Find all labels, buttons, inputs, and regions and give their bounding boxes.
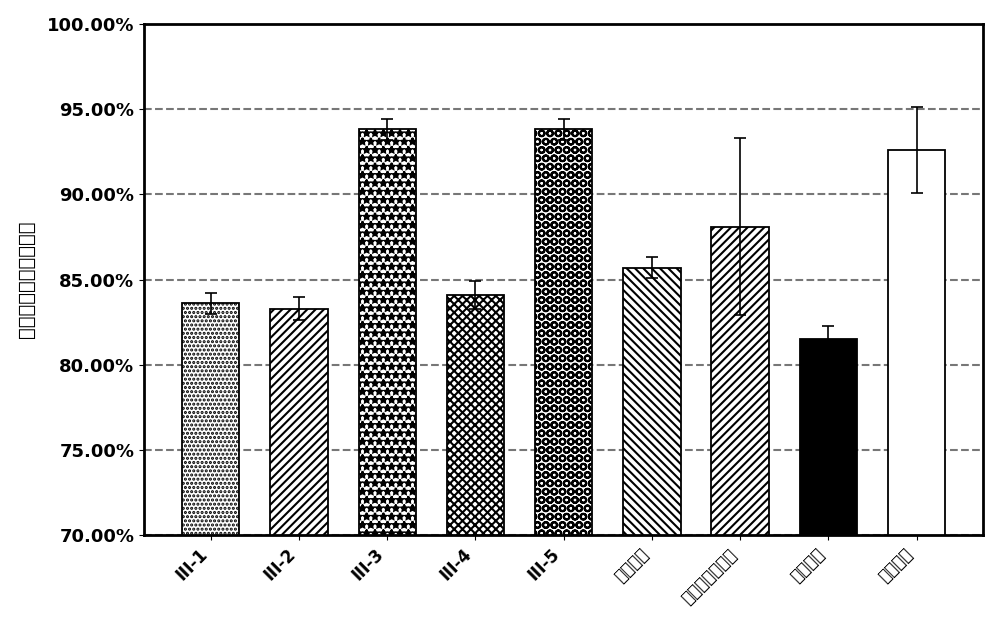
- Y-axis label: 炭末推进率（百分比）: 炭末推进率（百分比）: [17, 221, 36, 338]
- Bar: [535, 129, 592, 535]
- Bar: [270, 308, 328, 535]
- Bar: [711, 227, 769, 535]
- Bar: [182, 303, 239, 535]
- Bar: [359, 129, 416, 535]
- Bar: [447, 295, 504, 535]
- Bar: [800, 339, 857, 535]
- Bar: [888, 150, 945, 535]
- Bar: [623, 268, 681, 535]
